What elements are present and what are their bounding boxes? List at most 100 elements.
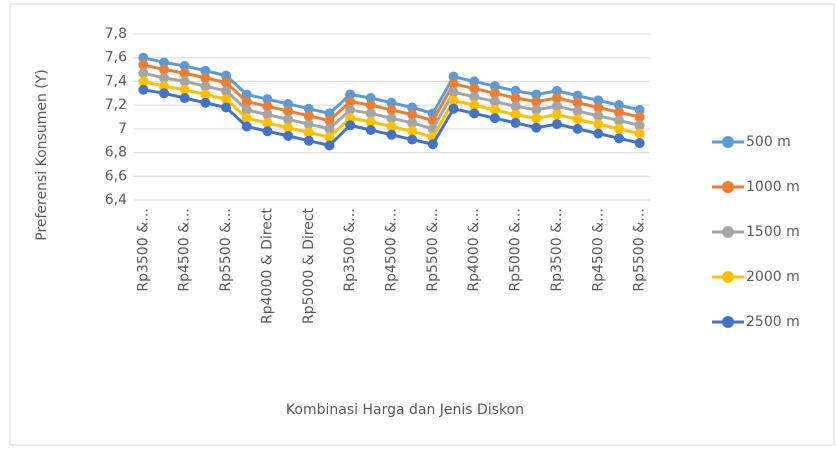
x-tick-label: Rp4000 &… [466,208,482,292]
data-point [489,96,500,107]
data-point [303,110,314,121]
data-point [179,84,190,95]
y-tick-label: 7,4 [105,73,127,89]
data-point [593,119,604,130]
data-point [283,130,294,141]
data-point [489,81,500,92]
data-point [551,93,562,104]
data-point [283,122,294,133]
x-tick-label: Rp4500 &… [590,208,606,292]
x-tick-label: Rp5500 &… [218,208,234,292]
data-point [634,128,645,139]
data-point [613,115,624,126]
data-point [489,104,500,115]
legend-marker [722,226,734,238]
y-tick-label: 6,8 [105,145,127,161]
data-point [593,102,604,113]
data-point [593,128,604,139]
data-point [634,138,645,149]
data-point [241,104,252,115]
data-point [179,76,190,87]
data-point [510,93,521,104]
legend-marker [722,316,734,328]
data-point [262,94,273,105]
data-point [179,68,190,79]
data-point [200,81,211,92]
data-point [303,103,314,114]
data-point [365,116,376,127]
legend-label: 1000 m [746,179,800,195]
data-point [221,85,232,96]
legend-marker [722,271,734,283]
data-point [448,87,459,98]
data-point [448,103,459,114]
data-point [407,102,418,113]
data-point [241,96,252,107]
data-point [386,121,397,132]
data-point [138,68,149,79]
data-point [572,90,583,101]
data-point [241,89,252,100]
data-point [551,101,562,112]
legend-label: 2500 m [746,314,800,330]
data-point [262,126,273,137]
data-point [427,139,438,150]
data-point [345,120,356,131]
x-axis-title: Kombinasi Harga dan Jenis Diskon [286,402,524,418]
data-point [200,72,211,83]
data-point [138,59,149,70]
data-point [531,113,542,124]
data-point [407,109,418,120]
data-point [324,108,335,119]
data-point [324,140,335,151]
data-point [551,119,562,130]
data-point [283,106,294,117]
legend-label: 500 m [746,134,791,150]
data-point [345,96,356,107]
y-tick-label: 6,4 [105,192,127,208]
x-tick-label: Rp4500 &… [384,208,400,292]
data-point [345,113,356,124]
chart-border [9,3,835,446]
data-point [159,88,170,99]
data-point [489,113,500,124]
data-point [221,70,232,81]
data-point [407,134,418,145]
data-point [138,52,149,63]
data-point [179,93,190,104]
data-point [469,91,480,102]
data-point [448,95,459,106]
legend-marker [722,136,734,148]
legend-label: 1500 m [746,224,800,240]
data-point [448,78,459,89]
x-tick-label: Rp5500 &… [425,208,441,292]
x-tick-label: Rp3500 &… [549,208,565,292]
data-point [572,114,583,125]
data-point [551,85,562,96]
x-tick-label: Rp4000 & Direct [259,207,275,323]
data-point [262,109,273,120]
data-point [303,119,314,130]
data-point [365,93,376,104]
data-point [324,115,335,126]
data-point [593,95,604,106]
data-point [531,96,542,107]
data-point [365,125,376,136]
data-point [613,107,624,118]
data-point [469,100,480,111]
data-point [469,108,480,119]
data-point [634,104,645,115]
data-point [572,106,583,117]
data-point [510,85,521,96]
y-tick-label: 6,6 [105,168,127,184]
data-point [386,113,397,124]
data-point [200,97,211,108]
data-point [572,97,583,108]
data-point [262,117,273,128]
data-point [283,114,294,125]
y-axis-title: Preferensi Konsumen (Y) [34,69,50,241]
data-point [634,112,645,122]
x-tick-label: Rp5000 &… [508,208,524,292]
data-point [613,133,624,144]
